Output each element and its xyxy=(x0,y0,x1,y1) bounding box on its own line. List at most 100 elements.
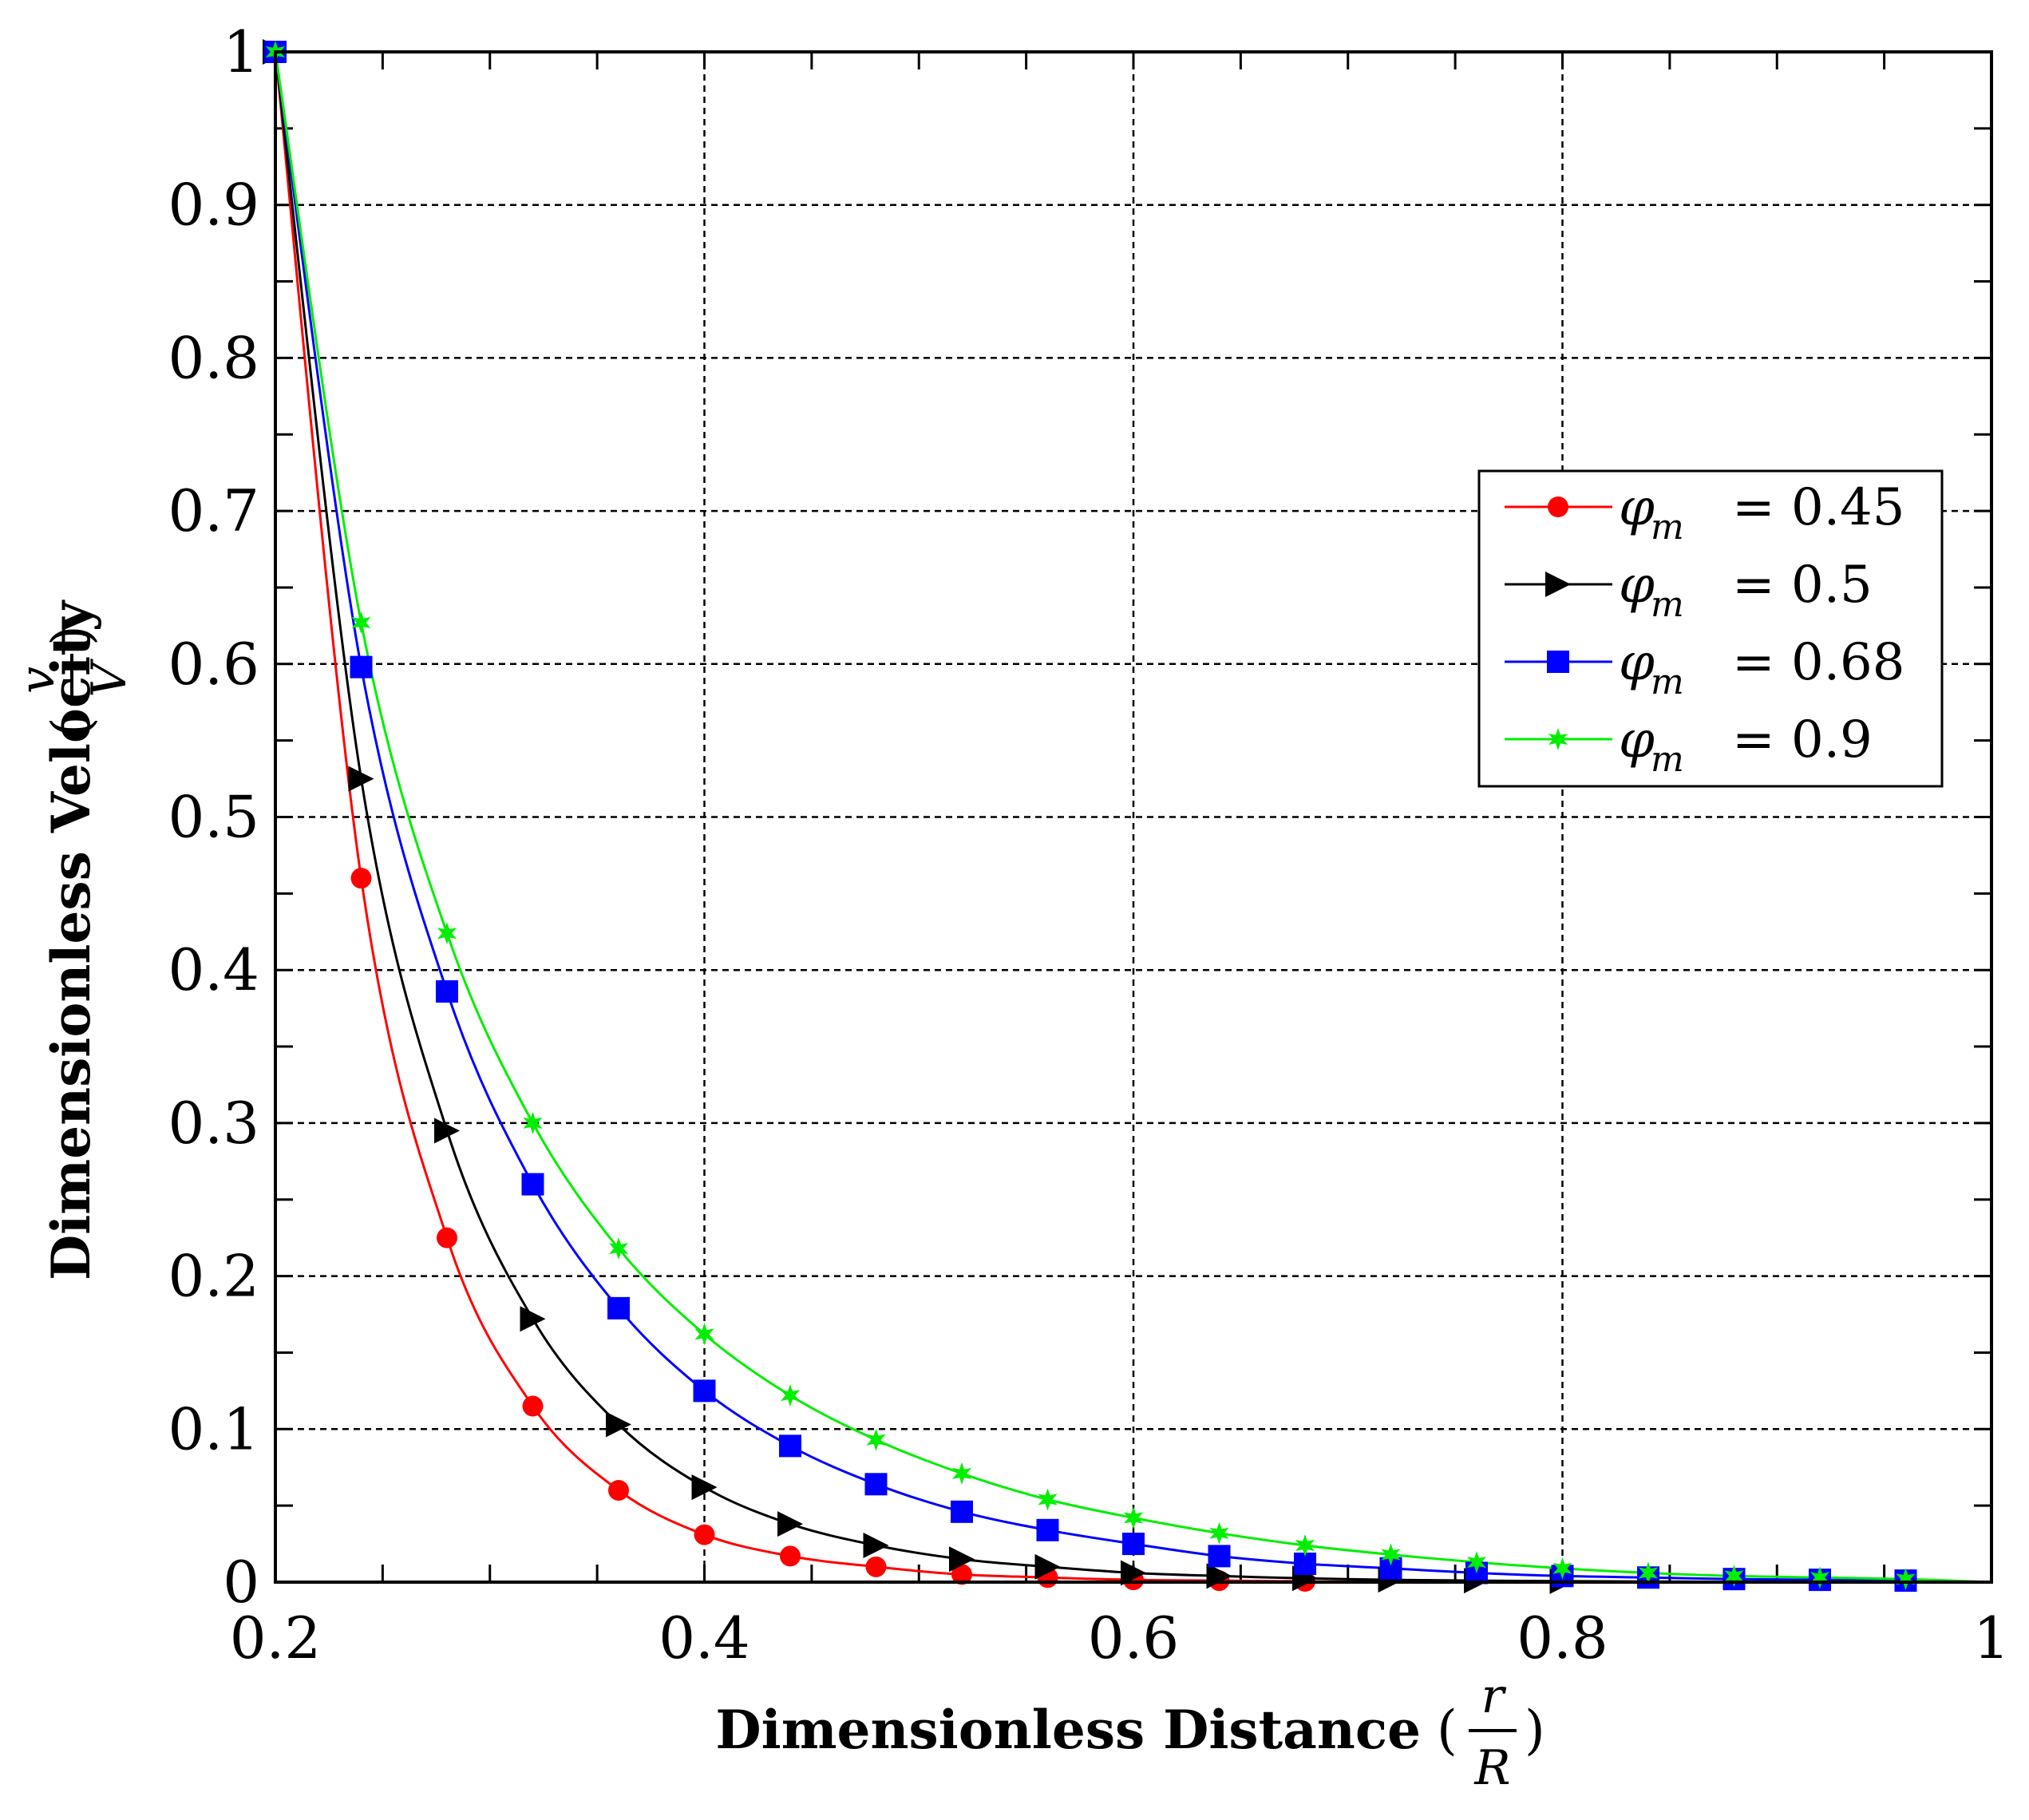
data-point-series-2 xyxy=(864,1473,888,1496)
plot-area-frame xyxy=(274,50,1993,1584)
legend-value: = 0.45 xyxy=(1732,478,1904,537)
y-tick-label: 1 xyxy=(223,18,259,85)
y-axis-title: Dimensionless Velocity ( v V ) xyxy=(10,599,137,1280)
data-point-series-3 xyxy=(1552,1557,1572,1580)
data-point-series-0 xyxy=(608,1479,629,1501)
data-point-series-0 xyxy=(865,1556,887,1577)
data-point-series-3 xyxy=(1466,1551,1487,1574)
y-tick-label: 0.1 xyxy=(168,1395,259,1462)
tick-labels: 0.2 0.4 0.6 0.8 1 0 0.1 0.2 0.3 0.4 0.5 0.6 0.7 0.8 0.… xyxy=(168,18,2009,1672)
data-point-series-3 xyxy=(1896,1568,1916,1591)
data-point-series-3 xyxy=(437,922,457,945)
legend-marker xyxy=(1548,728,1568,750)
data-point-series-0 xyxy=(522,1395,544,1417)
legend-symbol: φ xyxy=(1619,478,1655,537)
x-tick-label: 0.4 xyxy=(659,1604,750,1672)
x-axis-fraction-numerator: r xyxy=(1481,1668,1507,1724)
data-point-series-1 xyxy=(949,1546,975,1573)
x-tick-label: 1 xyxy=(1973,1604,2010,1672)
data-point-series-1 xyxy=(434,1118,460,1144)
data-point-series-3 xyxy=(1123,1506,1144,1529)
x-tick-label: 0.6 xyxy=(1088,1604,1180,1672)
legend-symbol: φ xyxy=(1619,556,1655,615)
x-axis-open-paren: ( xyxy=(1437,1699,1457,1761)
data-point-series-3 xyxy=(1724,1565,1744,1588)
legend-entry: φm = 0.45 xyxy=(1505,478,1904,548)
legend-marker xyxy=(1547,651,1569,673)
legend-symbol: φ xyxy=(1619,633,1655,692)
data-point-series-3 xyxy=(523,1111,543,1134)
data-point-series-3 xyxy=(694,1323,714,1346)
legend-entry: φm = 0.5 xyxy=(1505,556,1873,625)
series-markers xyxy=(263,39,1917,1594)
data-point-series-2 xyxy=(350,655,373,679)
x-axis-title: Dimensionless Distance ( r R ) xyxy=(715,1668,1544,1796)
legend-entry: φm = 0.68 xyxy=(1505,633,1904,702)
data-point-series-2 xyxy=(607,1296,630,1320)
data-point-series-0 xyxy=(350,868,372,889)
data-point-series-1 xyxy=(863,1532,889,1558)
data-point-series-0 xyxy=(694,1524,715,1545)
data-point-series-2 xyxy=(1122,1533,1145,1556)
y-tick-label: 0.7 xyxy=(168,477,259,544)
y-tick-label: 0.3 xyxy=(168,1090,259,1157)
x-tick-label: 0.2 xyxy=(230,1604,322,1672)
x-axis-close-paren: ) xyxy=(1525,1699,1545,1761)
data-point-series-0 xyxy=(437,1227,457,1248)
data-point-series-2 xyxy=(1036,1518,1059,1541)
data-point-series-1 xyxy=(606,1411,631,1438)
y-tick-label: 0.5 xyxy=(168,784,259,851)
x-tick-label: 0.8 xyxy=(1517,1604,1608,1672)
x-axis-fraction-denominator: R xyxy=(1473,1740,1510,1796)
legend-value: = 0.68 xyxy=(1732,633,1904,692)
y-tick-label: 0.2 xyxy=(168,1243,259,1310)
data-point-series-2 xyxy=(436,980,458,1003)
x-axis-label: Dimensionless Distance xyxy=(715,1699,1421,1761)
y-axis-fraction-numerator: v xyxy=(10,667,65,694)
data-point-series-3 xyxy=(608,1237,629,1260)
y-tick-label: 0.9 xyxy=(168,172,259,239)
data-point-series-1 xyxy=(691,1474,718,1501)
data-point-series-3 xyxy=(1038,1488,1058,1511)
data-point-series-2 xyxy=(1208,1545,1231,1568)
data-point-series-2 xyxy=(951,1500,973,1523)
data-point-series-3 xyxy=(951,1462,972,1485)
legend-subscript: m xyxy=(1651,584,1684,625)
data-point-series-3 xyxy=(780,1384,801,1407)
legend-subscript: m xyxy=(1651,662,1684,702)
data-point-series-0 xyxy=(951,1564,972,1585)
legend-value: = 0.9 xyxy=(1732,710,1873,770)
legend-marker xyxy=(1545,572,1571,597)
data-point-series-2 xyxy=(779,1434,801,1458)
y-tick-label: 0.4 xyxy=(168,936,259,1003)
data-point-series-3 xyxy=(866,1428,886,1451)
y-axis-open-paren: ( xyxy=(41,717,102,738)
data-point-series-1 xyxy=(777,1511,803,1537)
data-point-series-2 xyxy=(521,1173,544,1196)
legend-subscript: m xyxy=(1651,739,1684,780)
legend-symbol: φ xyxy=(1619,710,1655,770)
legend-value: = 0.5 xyxy=(1732,556,1873,615)
data-point-series-1 xyxy=(520,1306,546,1332)
y-axis-fraction-denominator: V xyxy=(81,659,137,698)
data-point-series-0 xyxy=(780,1545,801,1567)
data-point-series-3 xyxy=(351,611,371,634)
data-point-series-2 xyxy=(693,1379,716,1403)
data-point-series-1 xyxy=(1034,1553,1061,1580)
y-axis-label: Dimensionless Velocity xyxy=(40,599,102,1280)
legend-entry: φm = 0.9 xyxy=(1505,710,1873,780)
data-point-series-3 xyxy=(1295,1534,1315,1557)
y-tick-label: 0.8 xyxy=(168,324,259,391)
data-point-series-3 xyxy=(1209,1521,1229,1545)
legend-marker xyxy=(1548,497,1568,517)
y-tick-label: 0 xyxy=(223,1549,259,1616)
data-point-series-1 xyxy=(1121,1560,1146,1586)
data-point-series-1 xyxy=(348,766,374,792)
data-point-series-3 xyxy=(1809,1566,1830,1589)
y-tick-label: 0.6 xyxy=(168,631,259,698)
y-axis-close-paren: ) xyxy=(41,625,102,646)
